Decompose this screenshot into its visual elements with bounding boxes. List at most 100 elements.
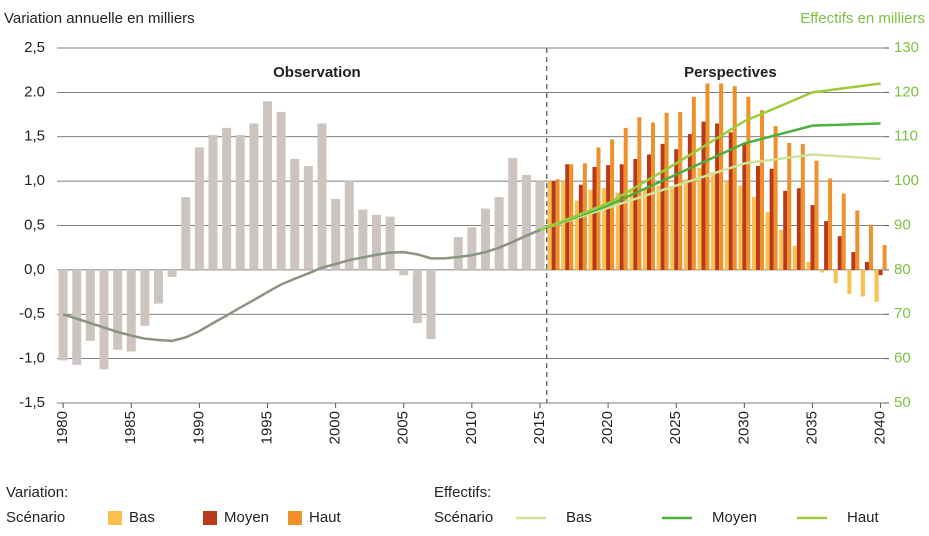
- bar: [783, 190, 788, 270]
- annotation: Perspectives: [684, 64, 777, 81]
- legend-label: Bas: [566, 509, 592, 526]
- bar: [623, 127, 628, 270]
- bar: [711, 172, 716, 270]
- x-tick-label: 1990: [190, 411, 207, 444]
- bar: [412, 269, 422, 324]
- bar: [868, 224, 873, 270]
- bar: [719, 83, 724, 270]
- bar: [746, 96, 751, 270]
- bar: [800, 143, 805, 270]
- bar: [453, 237, 463, 270]
- bar: [882, 245, 887, 270]
- bar: [619, 164, 624, 270]
- y2-tick-label: 70: [894, 305, 911, 322]
- bar: [678, 111, 683, 270]
- legend-label: Haut: [847, 509, 880, 526]
- bar: [276, 111, 286, 270]
- bar: [806, 261, 811, 270]
- bar: [773, 126, 778, 270]
- bar: [646, 154, 651, 270]
- bar: [728, 132, 733, 270]
- bar: [615, 192, 620, 270]
- line: [539, 82, 881, 232]
- x-tick-label: 1980: [54, 411, 71, 444]
- y2-tick-label: 60: [894, 350, 911, 367]
- legend-label: Scénario: [434, 509, 493, 526]
- y2-tick-label: 50: [894, 394, 911, 411]
- bar: [72, 269, 82, 365]
- x-tick-label: 2005: [395, 411, 412, 444]
- bar: [759, 110, 764, 270]
- bar: [837, 236, 842, 270]
- bar: [602, 188, 607, 270]
- bar: [633, 158, 638, 270]
- bar: [344, 180, 354, 270]
- x-tick-label: 2035: [803, 411, 820, 444]
- bar: [494, 197, 504, 270]
- legend-label: Haut: [309, 509, 342, 526]
- legend-title: Effectifs:: [434, 484, 491, 501]
- bar: [670, 188, 675, 270]
- bar: [249, 123, 259, 270]
- bar: [358, 209, 368, 270]
- bar: [154, 269, 164, 304]
- legend-label: Bas: [129, 509, 155, 526]
- bar: [864, 261, 869, 270]
- bar: [860, 269, 865, 297]
- x-tick-label: 2015: [531, 411, 548, 444]
- x-tick-label: 1995: [258, 411, 275, 444]
- bar: [235, 134, 245, 270]
- bar: [796, 188, 801, 270]
- bar: [724, 181, 729, 270]
- x-tick-label: 2020: [599, 411, 616, 444]
- bar: [833, 269, 838, 284]
- bar: [535, 181, 545, 270]
- y-tick-label: -1,0: [19, 350, 45, 367]
- y-tick-label: 1,5: [24, 128, 45, 145]
- bar: [480, 208, 490, 270]
- bar: [399, 269, 409, 276]
- bar: [208, 134, 218, 270]
- y2-tick-label: 110: [894, 128, 918, 145]
- y-tick-label: 1,0: [24, 172, 45, 189]
- bar: [592, 166, 597, 270]
- bar: [656, 185, 661, 270]
- bar: [697, 167, 702, 270]
- line: [62, 228, 541, 343]
- bar: [629, 190, 634, 270]
- bar: [371, 214, 381, 270]
- bar: [290, 158, 300, 270]
- bar: [792, 245, 797, 270]
- legend-label: Scénario: [6, 509, 65, 526]
- y2-axis-title: Effectifs en milliers: [800, 10, 925, 27]
- legend-swatch: [203, 511, 217, 525]
- bar: [385, 216, 395, 270]
- y-tick-label: 0,5: [24, 216, 45, 233]
- bar: [303, 166, 313, 270]
- legend-label: Moyen: [712, 509, 757, 526]
- bar: [841, 193, 846, 270]
- bar: [732, 86, 737, 270]
- bar: [508, 158, 518, 270]
- bar: [755, 166, 760, 270]
- y-tick-label: 2.0: [24, 83, 45, 100]
- x-tick-label: 2000: [327, 411, 344, 444]
- y2-tick-label: 80: [894, 261, 911, 278]
- bar: [85, 269, 95, 341]
- y2-tick-label: 120: [894, 83, 919, 100]
- bar: [574, 200, 579, 270]
- bar: [262, 101, 272, 270]
- bar: [828, 178, 833, 270]
- legend-title: Variation:: [6, 484, 68, 501]
- bar: [637, 117, 642, 270]
- x-tick-label: 2040: [872, 411, 889, 444]
- y2-tick-label: 130: [894, 39, 919, 56]
- bar: [701, 121, 706, 270]
- x-tick-label: 1985: [122, 411, 139, 444]
- y-tick-label: 0,0: [24, 261, 45, 278]
- bar: [810, 205, 815, 270]
- bar: [317, 123, 327, 270]
- bar: [664, 112, 669, 270]
- y-tick-label: 2,5: [24, 39, 45, 56]
